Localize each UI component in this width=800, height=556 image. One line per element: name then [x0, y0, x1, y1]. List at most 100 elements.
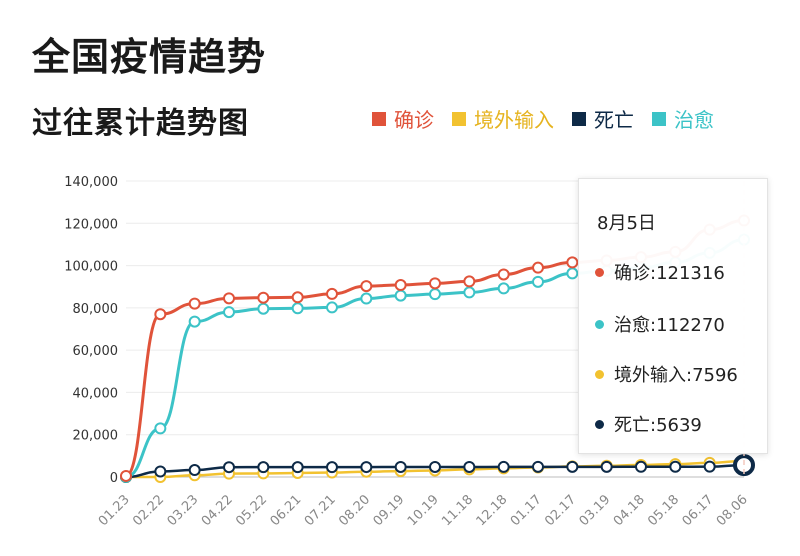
legend-label-deaths: 死亡 — [594, 108, 634, 132]
y-tick-label: 0 — [110, 471, 118, 486]
tooltip-dot-deaths — [595, 419, 604, 429]
data-point — [669, 460, 682, 473]
data-point — [429, 277, 441, 290]
data-point — [360, 292, 373, 305]
data-point — [154, 465, 167, 478]
x-tick-label: 03.19 — [577, 492, 614, 529]
data-point — [429, 288, 441, 301]
data-point — [532, 275, 544, 288]
x-tick-label: 06.17 — [680, 492, 717, 529]
data-point — [463, 460, 476, 473]
data-point — [394, 460, 407, 473]
y-tick-label: 140,000 — [64, 175, 118, 190]
tooltip-row-deaths: 死亡:5639 — [595, 411, 702, 437]
data-point — [188, 297, 201, 310]
x-tick-label: 04.18 — [611, 492, 648, 529]
legend-label-confirmed: 确诊 — [394, 108, 434, 132]
x-tick-label: 05.18 — [645, 492, 682, 529]
data-point — [703, 460, 716, 473]
data-point — [154, 422, 167, 435]
x-tick-label: 02.17 — [542, 492, 579, 529]
y-tick-label: 120,000 — [64, 217, 118, 232]
data-point — [120, 469, 132, 482]
tooltip-dot-recovered — [595, 319, 604, 329]
x-tick-label: 12.18 — [474, 492, 511, 529]
data-point — [394, 279, 407, 292]
data-point — [360, 461, 373, 474]
legend-swatch-recovered — [652, 111, 666, 126]
legend-label-recovered: 治愈 — [674, 108, 714, 132]
legend-swatch-deaths — [572, 111, 586, 126]
data-point — [188, 315, 201, 328]
x-tick-label: 08.06 — [714, 492, 751, 529]
x-tick-label: 11.18 — [439, 492, 476, 529]
data-point — [463, 275, 476, 288]
data-point — [291, 302, 304, 315]
data-point — [497, 282, 510, 295]
x-tick-label: 01.23 — [96, 492, 133, 529]
legend-label-imported: 境外输入 — [474, 108, 554, 132]
legend-item-confirmed[interactable]: 确诊 — [372, 104, 434, 133]
data-point — [566, 256, 579, 269]
data-point — [497, 268, 510, 281]
data-point — [635, 460, 647, 473]
y-tick-label: 60,000 — [73, 344, 119, 359]
data-point — [497, 460, 510, 473]
data-point — [326, 301, 338, 314]
data-point — [532, 261, 544, 274]
tooltip-row-imported: 境外输入:7596 — [595, 361, 738, 387]
tooltip-row-recovered: 治愈:112270 — [595, 311, 725, 337]
data-point — [326, 287, 338, 300]
x-tick-label: 07.21 — [302, 492, 339, 529]
tooltip-dot-imported — [595, 369, 604, 379]
tooltip-row-confirmed: 确诊:121316 — [595, 259, 725, 285]
y-tick-label: 20,000 — [73, 429, 119, 444]
chart-tooltip: 8月5日 确诊:121316 治愈:112270 境外输入:7596 死亡:56… — [578, 178, 768, 454]
chart-legend: 确诊 境外输入 死亡 治愈 — [372, 104, 732, 133]
data-point — [360, 280, 373, 293]
x-tick-label: 04.22 — [199, 492, 236, 529]
legend-swatch-imported — [452, 111, 466, 126]
tooltip-value-deaths: 死亡:5639 — [614, 415, 702, 436]
data-point — [223, 461, 235, 474]
tooltip-value-confirmed: 确诊:121316 — [614, 263, 725, 284]
y-tick-label: 80,000 — [73, 302, 119, 317]
data-point — [223, 292, 235, 305]
data-point — [223, 306, 235, 319]
x-tick-label: 01.17 — [508, 492, 545, 529]
legend-item-imported[interactable]: 境外输入 — [452, 104, 554, 133]
section-title: 过往累计趋势图 — [32, 106, 249, 141]
data-point — [291, 461, 304, 474]
legend-item-deaths[interactable]: 死亡 — [572, 104, 634, 133]
tooltip-value-imported: 境外输入:7596 — [614, 365, 738, 386]
hover-point — [733, 454, 755, 477]
data-point — [566, 267, 579, 280]
y-tick-label: 40,000 — [73, 386, 119, 401]
data-point — [326, 461, 338, 474]
x-tick-label: 03.23 — [165, 492, 202, 529]
y-tick-label: 100,000 — [64, 260, 118, 275]
x-tick-label: 09.19 — [371, 492, 408, 529]
data-point — [154, 308, 167, 321]
legend-item-recovered[interactable]: 治愈 — [652, 104, 714, 133]
x-tick-label: 05.22 — [233, 492, 270, 529]
data-point — [257, 461, 270, 474]
data-point — [600, 460, 613, 473]
x-tick-label: 08.20 — [336, 492, 373, 529]
data-point — [566, 460, 579, 473]
data-point — [429, 460, 441, 473]
data-point — [188, 464, 201, 477]
x-tick-label: 02.22 — [130, 492, 167, 529]
data-point — [463, 286, 476, 299]
page-title: 全国疫情趋势 — [32, 35, 267, 79]
tooltip-value-recovered: 治愈:112270 — [614, 315, 725, 336]
data-point — [257, 302, 270, 315]
data-point — [532, 460, 544, 473]
data-point — [394, 289, 407, 302]
tooltip-date: 8月5日 — [597, 213, 656, 234]
data-point — [257, 291, 270, 304]
x-tick-label: 10.19 — [405, 492, 442, 529]
x-tick-label: 06.21 — [268, 492, 305, 529]
tooltip-dot-confirmed — [595, 267, 604, 277]
data-point — [291, 291, 304, 304]
